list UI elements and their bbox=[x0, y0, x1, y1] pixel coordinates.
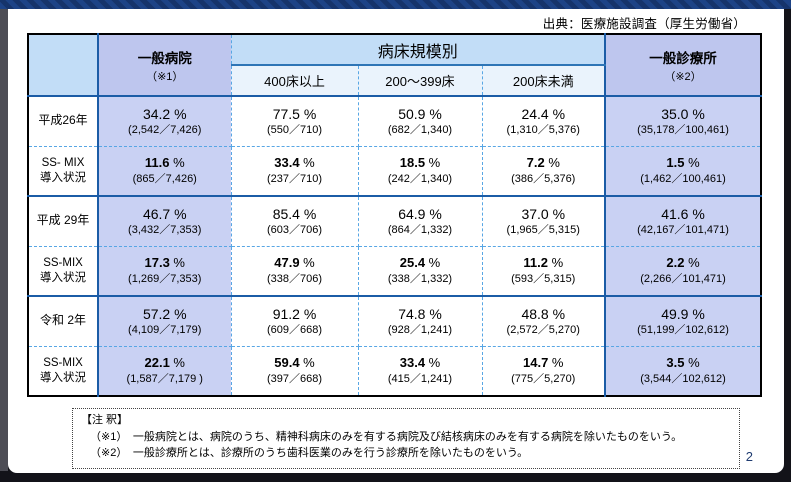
table-row: SS- MIX 導入状況 11.6 % (865／7,426) 33.4 % (237／7… bbox=[28, 146, 761, 197]
value-cell: 49.9 % (51,199／102,612) bbox=[605, 296, 761, 347]
slide-page: 出典：医療施設調査（厚生労働省） 一般病院 （※1） 病床規模別 一般診療所 （… bbox=[8, 9, 784, 473]
value-cell: 25.4 % (338／1,332) bbox=[358, 246, 483, 297]
value-cell: 64.9 % (864／1,332) bbox=[358, 196, 483, 247]
table-row: 平成 29年 46.7 % (3,432／7,353) 85.4 % (603／706)… bbox=[28, 196, 761, 247]
row-label: SS-MIX 導入状況 bbox=[28, 346, 99, 396]
row-label: 平成26年 bbox=[28, 96, 99, 147]
value-cell: 11.2 % (593／5,315) bbox=[482, 246, 606, 297]
value-cell: 59.4 % (397／668) bbox=[231, 346, 359, 396]
col-header-under-200-beds: 200床未満 bbox=[482, 65, 606, 97]
col-header-bed-scale-group: 病床規模別 bbox=[231, 34, 606, 66]
value-cell: 85.4 % (603／706) bbox=[231, 196, 359, 247]
table-body: 平成26年 34.2 % (2,542／7,426) 77.5 % (550／710) 5… bbox=[28, 96, 761, 396]
value-cell: 22.1 % (1,587／7,179 ) bbox=[98, 346, 232, 396]
value-cell: 3.5 % (3,544／102,612) bbox=[605, 346, 761, 396]
col-note-ref: （※1） bbox=[146, 70, 184, 83]
annotation-item: （※1） 一般病院とは、病院のうち、精神科病床のみを有する病院及び結核病床のみを… bbox=[90, 430, 683, 443]
table-row: 平成26年 34.2 % (2,542／7,426) 77.5 % (550／710) 5… bbox=[28, 96, 761, 147]
annotation-box: 【注 釈】 （※1） 一般病院とは、病院のうち、精神科病床のみを有する病院及び結… bbox=[72, 408, 740, 469]
value-cell: 11.6 % (865／7,426) bbox=[98, 146, 232, 197]
value-cell: 33.4 % (237／710) bbox=[231, 146, 359, 197]
value-cell: 14.7 % (775／5,270) bbox=[482, 346, 606, 396]
row-label: 平成 29年 bbox=[28, 196, 99, 247]
ssmix-adoption-table: 一般病院 （※1） 病床規模別 一般診療所 （※2） 400床以上 200〜39… bbox=[27, 33, 762, 397]
top-accent-bar bbox=[0, 0, 791, 9]
value-cell: 91.2 % (609／668) bbox=[231, 296, 359, 347]
table-row: SS-MIX 導入状況 22.1 % (1,587／7,179 ) 59.4 % (397… bbox=[28, 346, 761, 396]
value-cell: 35.0 % (35,178／100,461) bbox=[605, 96, 761, 147]
page-number: 2 bbox=[745, 449, 753, 464]
table-row: 令和 2年 57.2 % (4,109／7,179) 91.2 % (609／668) 7… bbox=[28, 296, 761, 347]
table-row: SS-MIX 導入状況 17.3 % (1,269／7,353) 47.9 % (338／… bbox=[28, 246, 761, 297]
col-header-200-399-beds: 200〜399床 bbox=[358, 65, 483, 97]
value-cell: 1.5 % (1,462／100,461) bbox=[605, 146, 761, 197]
col-title: 一般診療所 bbox=[649, 50, 717, 66]
col-header-general-hospital: 一般病院 （※1） bbox=[98, 34, 232, 97]
col-header-general-clinic: 一般診療所 （※2） bbox=[605, 34, 761, 97]
col-title: 一般病院 bbox=[137, 50, 192, 66]
value-cell: 17.3 % (1,269／7,353) bbox=[98, 246, 232, 297]
col-header-400-beds-plus: 400床以上 bbox=[231, 65, 359, 97]
value-cell: 74.8 % (928／1,241) bbox=[358, 296, 483, 347]
header-row-1: 一般病院 （※1） 病床規模別 一般診療所 （※2） bbox=[28, 34, 761, 97]
value-cell: 18.5 % (242／1,340) bbox=[358, 146, 483, 197]
col-note-ref: （※2） bbox=[664, 70, 702, 83]
value-cell: 41.6 % (42,167／101,471) bbox=[605, 196, 761, 247]
annotation-title: 【注 釈】 bbox=[81, 414, 129, 426]
value-cell: 50.9 % (682／1,340) bbox=[358, 96, 483, 147]
value-cell: 48.8 % (2,572／5,270) bbox=[482, 296, 606, 347]
value-cell: 7.2 % (386／5,376) bbox=[482, 146, 606, 197]
value-cell: 47.9 % (338／706) bbox=[231, 246, 359, 297]
value-cell: 33.4 % (415／1,241) bbox=[358, 346, 483, 396]
value-cell: 34.2 % (2,542／7,426) bbox=[98, 96, 232, 147]
row-label: 令和 2年 bbox=[28, 296, 99, 347]
table-corner-cell bbox=[28, 34, 99, 97]
row-label: SS- MIX 導入状況 bbox=[28, 146, 99, 197]
left-edge-strip bbox=[0, 9, 8, 471]
header-row-2: 400床以上 200〜399床 200床未満 bbox=[28, 65, 761, 97]
row-label: SS-MIX 導入状況 bbox=[28, 246, 99, 297]
value-cell: 24.4 % (1,310／5,376) bbox=[482, 96, 606, 147]
value-cell: 77.5 % (550／710) bbox=[231, 96, 359, 147]
annotation-item: （※2） 一般診療所とは、診療所のうち歯科医業のみを行う診療所を除いたものをいう… bbox=[90, 447, 529, 459]
value-cell: 37.0 % (1,965／5,315) bbox=[482, 196, 606, 247]
value-cell: 2.2 % (2,266／101,471) bbox=[605, 246, 761, 297]
value-cell: 46.7 % (3,432／7,353) bbox=[98, 196, 232, 247]
value-cell: 57.2 % (4,109／7,179) bbox=[98, 296, 232, 347]
source-citation: 出典：医療施設調査（厚生労働省） bbox=[542, 17, 746, 31]
